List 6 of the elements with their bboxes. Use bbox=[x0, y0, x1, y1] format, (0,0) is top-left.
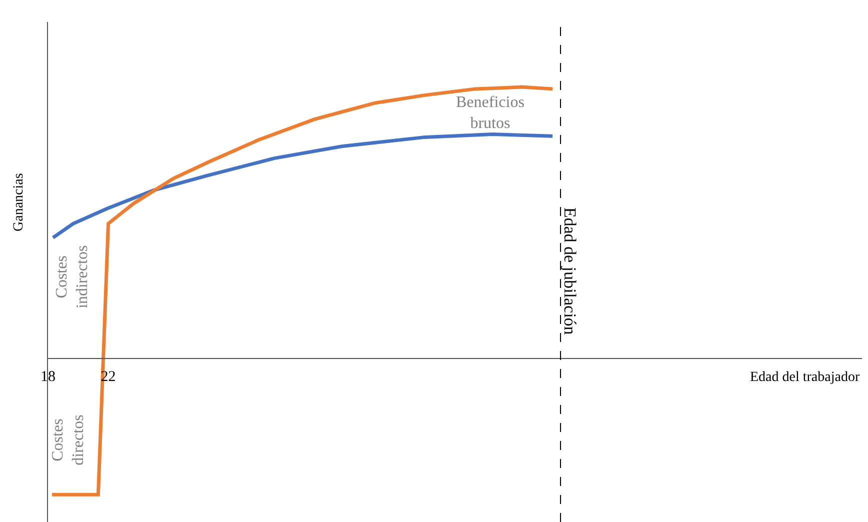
y-axis-title: Ganancias bbox=[12, 173, 26, 232]
x-axis-title: Edad del trabajador bbox=[750, 370, 860, 385]
annotation: Costes directos bbox=[49, 414, 88, 466]
annotation: Costes indirectos bbox=[53, 245, 92, 308]
annotation: Beneficios brutos bbox=[456, 94, 524, 132]
ref-line-label: Edad de jubilación bbox=[560, 207, 580, 336]
